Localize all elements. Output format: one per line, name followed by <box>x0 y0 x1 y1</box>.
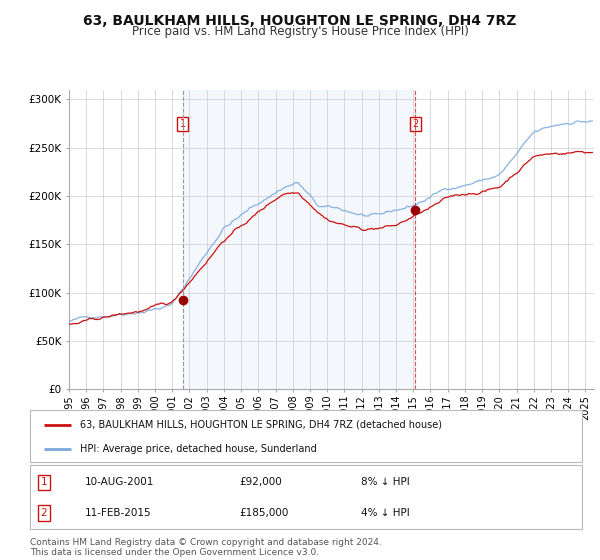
Text: Price paid vs. HM Land Registry's House Price Index (HPI): Price paid vs. HM Land Registry's House … <box>131 25 469 38</box>
Text: 63, BAULKHAM HILLS, HOUGHTON LE SPRING, DH4 7RZ (detached house): 63, BAULKHAM HILLS, HOUGHTON LE SPRING, … <box>80 420 442 430</box>
Text: £92,000: £92,000 <box>240 477 283 487</box>
Text: £185,000: £185,000 <box>240 508 289 518</box>
Text: 1: 1 <box>40 477 47 487</box>
Text: 63, BAULKHAM HILLS, HOUGHTON LE SPRING, DH4 7RZ: 63, BAULKHAM HILLS, HOUGHTON LE SPRING, … <box>83 14 517 28</box>
Text: 8% ↓ HPI: 8% ↓ HPI <box>361 477 410 487</box>
Bar <box>183 90 415 389</box>
Text: Contains HM Land Registry data © Crown copyright and database right 2024.
This d: Contains HM Land Registry data © Crown c… <box>30 538 382 557</box>
Text: 2: 2 <box>412 119 418 129</box>
Text: 10-AUG-2001: 10-AUG-2001 <box>85 477 155 487</box>
Text: 11-FEB-2015: 11-FEB-2015 <box>85 508 152 518</box>
Text: 1: 1 <box>180 119 186 129</box>
Text: 4% ↓ HPI: 4% ↓ HPI <box>361 508 410 518</box>
Text: HPI: Average price, detached house, Sunderland: HPI: Average price, detached house, Sund… <box>80 444 316 454</box>
Text: 2: 2 <box>40 508 47 518</box>
